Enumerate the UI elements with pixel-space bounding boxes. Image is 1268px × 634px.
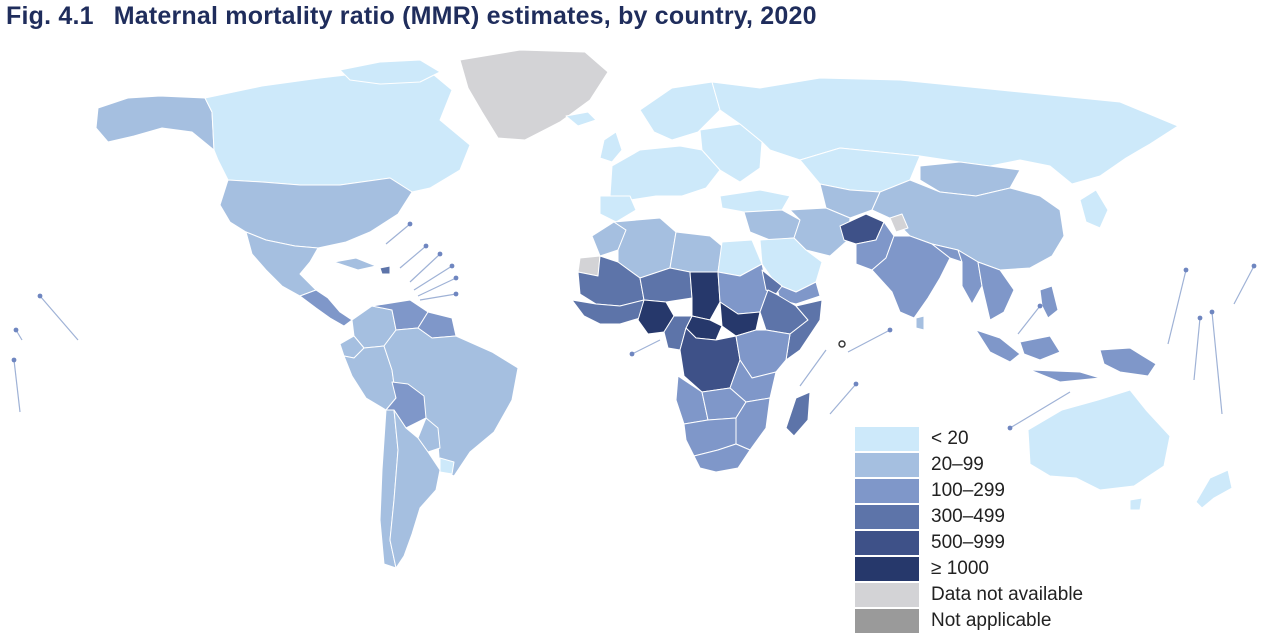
legend-label: 300–499 [931,506,1005,527]
region-india [871,235,951,319]
region-chad [689,271,721,321]
region-canada [204,69,471,193]
region-cuba [333,257,377,271]
region-indonesia [975,329,1101,383]
region-uruguay [439,457,455,475]
legend-label: < 20 [931,428,969,449]
region-china [871,179,1065,271]
legend-swatch [855,505,919,529]
region-somalia [785,299,823,361]
region-iran [789,207,851,257]
legend-swatch [855,427,919,451]
legend-label: Data not available [931,584,1084,605]
legend-swatch [855,453,919,477]
region-western-europe [609,145,721,201]
figure-number: Fig. 4.1 [6,2,94,30]
small-state-leader-lines [13,223,1255,429]
legend-item-lt20: < 20 [855,426,1155,452]
legend-swatch [855,479,919,503]
region-png [1099,347,1157,377]
region-indochina [977,261,1015,321]
figure-title-text: Maternal mortality ratio (MMR) estimates… [113,2,817,30]
region-scandinavia [639,81,721,141]
legend: < 20 20–99 100–299 300–499 500–999 ≥ 100… [855,426,1155,634]
legend-swatch [855,557,919,581]
region-south-africa [693,443,751,473]
region-middle-east [743,209,801,241]
legend-item-data-not-available: Data not available [855,582,1155,608]
legend-label: 500–999 [931,532,1005,553]
legend-item-not-applicable: Not applicable [855,608,1155,634]
region-sri-lanka [915,315,925,331]
legend-swatch [855,583,919,607]
region-turkey [719,189,791,213]
region-tasmania [1129,497,1143,511]
world-map [0,40,1268,628]
legend-label: Not applicable [931,610,1052,631]
region-new-zealand [1195,469,1233,509]
maldives-marker [838,340,846,348]
region-madagascar [785,391,811,437]
region-kashmir [889,213,909,233]
region-mexico [245,231,319,297]
region-iberia [599,195,637,223]
legend-item-gte1000: ≥ 1000 [855,556,1155,582]
legend-item-500-999: 500–999 [855,530,1155,556]
region-alaska [95,95,215,151]
region-haiti [379,265,391,275]
region-russia [711,77,1179,185]
region-uk [599,131,623,163]
legend-item-300-499: 300–499 [855,504,1155,530]
region-paraguay [417,417,441,453]
region-korea-japan [1079,189,1109,229]
region-iceland [565,111,597,127]
figure-title: Fig. 4.1 Maternal mortality ratio (MMR) e… [6,2,817,31]
legend-swatch [855,609,919,633]
region-central-america [299,289,353,327]
region-libya [669,231,723,273]
region-philippines [1039,285,1059,319]
legend-label: ≥ 1000 [931,558,989,579]
legend-label: 100–299 [931,480,1005,501]
legend-label: 20–99 [931,454,984,475]
region-canadian-islands [339,59,441,85]
legend-swatch [855,531,919,555]
region-australia [1027,389,1171,491]
region-argentina [389,409,441,569]
region-usa [219,177,413,249]
small-state-markers [11,221,1257,431]
legend-item-100-299: 100–299 [855,478,1155,504]
region-greenland [459,49,609,141]
legend-item-20-99: 20–99 [855,452,1155,478]
